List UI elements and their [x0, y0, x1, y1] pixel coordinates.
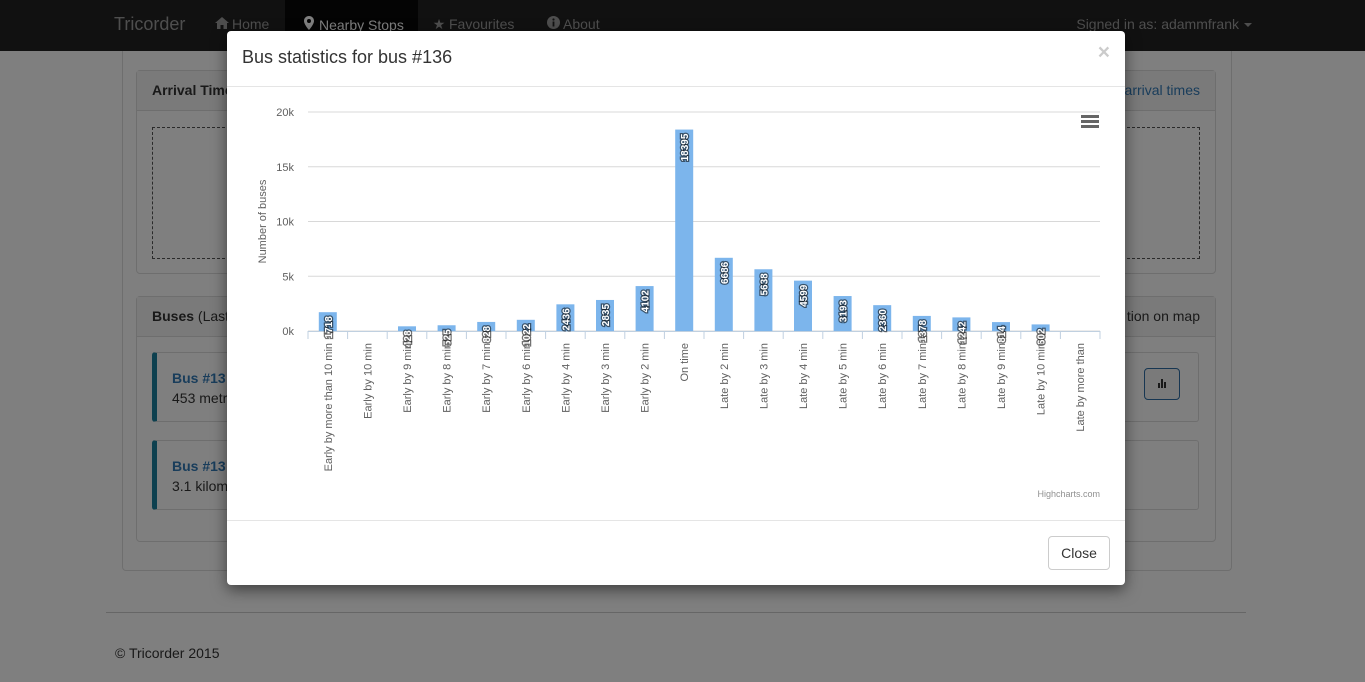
- data-label-halo: 1378: [918, 319, 929, 342]
- bar: [912, 315, 931, 331]
- bar: [635, 286, 654, 331]
- y-tick-label: 10k: [276, 217, 294, 229]
- data-label-halo: 525: [443, 329, 454, 346]
- bus-stats-modal: Bus statistics for bus #136 × 0k 5k 10k 15k…: [227, 31, 1125, 585]
- x-tick-label: Early by 2 min: [640, 343, 652, 413]
- x-tick-label: Late by more than: [1075, 343, 1087, 432]
- data-label: 1022: [522, 323, 533, 346]
- x-tick-label: Late by 3 min: [758, 343, 770, 409]
- data-label-halo: 2835: [601, 304, 612, 327]
- x-tick-label: Late by 5 min: [838, 343, 850, 409]
- bar: [318, 312, 337, 331]
- bar: [714, 257, 733, 331]
- bar: [754, 269, 773, 331]
- data-label: 602: [1037, 328, 1048, 345]
- x-tick-label: Late by 4 min: [798, 343, 810, 409]
- y-tick-label: 5k: [282, 271, 294, 283]
- x-tick-label: Late by 2 min: [719, 343, 731, 409]
- data-label: 525: [443, 329, 454, 346]
- bar: [516, 319, 535, 331]
- y-tick-label: 15k: [276, 162, 294, 174]
- close-icon[interactable]: ×: [1097, 41, 1110, 64]
- data-label-halo: 2360: [878, 309, 889, 332]
- data-label: 814: [997, 326, 1008, 343]
- data-label-halo: 3193: [839, 300, 850, 323]
- data-label: 5638: [759, 273, 770, 296]
- data-label: 828: [482, 325, 493, 342]
- x-tick-label: Early by 7 min: [481, 343, 493, 413]
- data-label: 6686: [720, 261, 731, 284]
- bar: [992, 322, 1010, 331]
- data-label: 2835: [601, 304, 612, 327]
- bar: [477, 321, 496, 331]
- x-tick-label: Early by 8 min: [442, 343, 454, 413]
- bus-stats-chart: 0k 5k 10k 15k 20k Number of buses 1718 1718 Earl…: [242, 101, 1110, 504]
- close-button[interactable]: Close: [1048, 536, 1110, 570]
- bar: [1031, 324, 1050, 331]
- x-tick-label: Late by 9 min: [996, 343, 1008, 409]
- modal-header: Bus statistics for bus #136 ×: [227, 31, 1125, 87]
- data-label-halo: 4599: [799, 284, 810, 307]
- x-tick-label: Late by 6 min: [877, 343, 889, 409]
- x-tick-label: Late by 10 min: [1036, 343, 1048, 415]
- y-axis-title: Number of buses: [257, 179, 269, 263]
- data-label-halo: 5638: [759, 273, 770, 296]
- bar: [873, 305, 892, 331]
- x-tick-label: On time: [679, 343, 691, 382]
- x-tick-label: Early by 3 min: [600, 343, 612, 413]
- data-label: 1718: [324, 316, 335, 339]
- data-label: 2360: [878, 309, 889, 332]
- data-label: 3193: [839, 300, 850, 323]
- x-tick-label: Early by 9 min: [402, 343, 414, 413]
- bar: [833, 296, 852, 331]
- data-label: 1378: [918, 319, 929, 342]
- bar: [556, 304, 575, 331]
- data-label-halo: 2436: [561, 308, 572, 331]
- x-tick-label: Late by 8 min: [956, 343, 968, 409]
- modal-footer: Close: [227, 520, 1125, 585]
- bar: [675, 129, 694, 331]
- x-tick-label: Early by more than 10 min: [323, 343, 335, 471]
- data-label-halo: 602: [1037, 328, 1048, 345]
- data-label: 4102: [641, 290, 652, 313]
- data-label-halo: 1022: [522, 323, 533, 346]
- data-label-halo: 828: [482, 325, 493, 342]
- data-label-halo: 18395: [680, 133, 691, 161]
- bar: [596, 299, 614, 331]
- data-label: 4599: [799, 284, 810, 307]
- data-label-halo: 6686: [720, 261, 731, 284]
- data-label-halo: 428: [403, 330, 414, 347]
- data-label-halo: 1242: [957, 321, 968, 344]
- x-tick-label: Early by 10 min: [362, 343, 374, 419]
- bar: [398, 326, 416, 331]
- data-label-halo: 1718: [324, 316, 335, 339]
- x-tick-label: Early by 4 min: [560, 343, 572, 413]
- bar: [437, 325, 456, 331]
- data-label-halo: 4102: [641, 290, 652, 313]
- data-label: 1242: [957, 321, 968, 344]
- bar: [794, 280, 812, 331]
- chart-menu-icon[interactable]: [1081, 115, 1099, 129]
- x-tick-label: Late by 7 min: [917, 343, 929, 409]
- y-tick-label: 20k: [276, 107, 294, 119]
- modal-title: Bus statistics for bus #136: [242, 47, 453, 67]
- data-label: 2436: [561, 308, 572, 331]
- chart-credits[interactable]: Highcharts.com: [1037, 489, 1100, 499]
- x-tick-label: Early by 6 min: [521, 343, 533, 413]
- bar: [952, 317, 971, 331]
- data-label: 428: [403, 330, 414, 347]
- data-label: 18395: [680, 133, 691, 161]
- data-label-halo: 814: [997, 326, 1008, 343]
- y-tick-label: 0k: [282, 326, 294, 338]
